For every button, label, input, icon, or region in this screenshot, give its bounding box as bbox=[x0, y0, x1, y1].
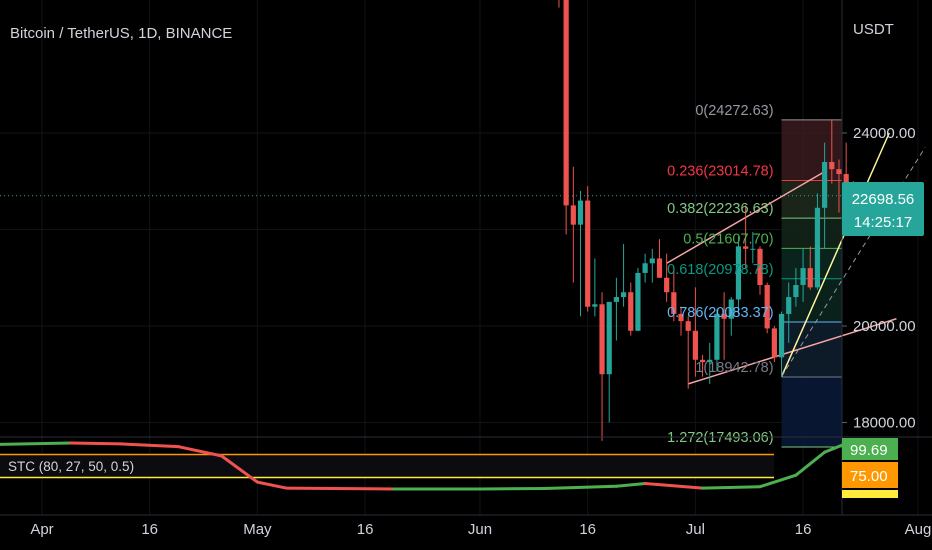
candle-body bbox=[707, 359, 713, 363]
candle-body bbox=[771, 328, 777, 358]
stc-line-segment bbox=[0, 441, 73, 446]
fib-zone bbox=[781, 377, 842, 447]
last-price-value: 22698.56 bbox=[852, 191, 915, 208]
candle-body bbox=[671, 292, 677, 314]
candle-body bbox=[606, 301, 612, 375]
price-axis[interactable]: 24000.00 20000.00 18000.00 bbox=[842, 125, 916, 432]
candle-body bbox=[757, 248, 763, 285]
candle-body bbox=[592, 304, 598, 307]
time-axis[interactable]: Apr 16 May 16 Jun 16 Jul 16 Aug bbox=[30, 521, 931, 538]
candle-body bbox=[814, 207, 821, 288]
stc-value-background bbox=[842, 438, 898, 460]
grid-lines bbox=[0, 0, 919, 515]
candle-body bbox=[620, 292, 627, 298]
stc-line-segment bbox=[255, 480, 288, 490]
candle-body bbox=[822, 161, 828, 208]
fib-zone bbox=[781, 119, 842, 181]
candle-body bbox=[836, 169, 842, 175]
fib-zone bbox=[781, 321, 842, 378]
candle-body bbox=[635, 272, 641, 331]
price-tick-label: 24000.00 bbox=[853, 125, 916, 142]
fib-level-label: 0.382(22236.63) bbox=[667, 201, 773, 217]
fib-level-label: 0.618(20978.78) bbox=[667, 262, 773, 278]
candle-body bbox=[577, 200, 584, 225]
candle-body bbox=[764, 284, 770, 329]
candle-body bbox=[829, 161, 835, 170]
time-tick-label: 16 bbox=[141, 521, 158, 538]
stc-line-segment bbox=[794, 450, 827, 477]
stc-line-segment bbox=[643, 481, 705, 490]
candle-body bbox=[778, 313, 785, 358]
trend-line bbox=[780, 132, 890, 377]
candle-body bbox=[786, 297, 792, 314]
time-tick-label: Aug bbox=[905, 521, 932, 538]
stc-upper-tag: 75.00 bbox=[842, 462, 898, 488]
candle-body bbox=[800, 268, 806, 285]
price-tick-label: 20000.00 bbox=[853, 318, 916, 335]
candle-body bbox=[664, 277, 670, 293]
candle-body bbox=[699, 359, 706, 363]
fib-level-label: 1(18942.78) bbox=[695, 360, 773, 376]
time-tick-label: Jul bbox=[686, 521, 705, 538]
candle-body bbox=[807, 268, 813, 288]
bar-countdown: 14:25:17 bbox=[854, 214, 912, 231]
last-price-background bbox=[842, 182, 924, 236]
price-tick-label: 18000.00 bbox=[853, 415, 916, 432]
stc-line-segment bbox=[543, 484, 618, 491]
fib-level-label: 0.786(20083.37) bbox=[667, 305, 773, 321]
candle-body bbox=[714, 313, 720, 360]
time-tick-label: Jun bbox=[468, 521, 492, 538]
stc-line-segment bbox=[69, 441, 123, 446]
fib-labels: 0(24272.63) 0.236(23014.78) 0.382(22236.63… bbox=[667, 103, 773, 446]
candle-body bbox=[628, 292, 634, 331]
stc-line-segment bbox=[284, 486, 396, 491]
stc-line-segment bbox=[220, 454, 259, 484]
fib-level-label: 1.272(17493.06) bbox=[667, 430, 773, 446]
stc-label: STC (80, 27, 50, 0.5) bbox=[8, 459, 134, 474]
fib-zone bbox=[781, 180, 842, 219]
stc-lower-tag bbox=[842, 490, 898, 498]
candle-body bbox=[678, 313, 684, 322]
stc-upper-value: 75.00 bbox=[850, 468, 888, 485]
candle-body bbox=[793, 284, 799, 298]
stc-line-segment bbox=[758, 473, 798, 489]
candle-body bbox=[613, 297, 619, 302]
candle-body bbox=[685, 321, 691, 331]
stc-line-segment bbox=[614, 481, 647, 488]
time-tick-label: 16 bbox=[579, 521, 596, 538]
candle-body bbox=[585, 200, 591, 307]
time-tick-label: 16 bbox=[795, 521, 812, 538]
stc-line-segment bbox=[701, 485, 762, 490]
candle-body bbox=[750, 248, 756, 250]
candle-body bbox=[735, 246, 742, 300]
candle-body bbox=[692, 330, 698, 360]
symbol-title: Bitcoin / TetherUS, 1D, BINANCE bbox=[10, 25, 232, 42]
candle-body bbox=[743, 246, 749, 249]
candle-body bbox=[642, 263, 648, 273]
candle-body bbox=[728, 299, 734, 319]
candle-body bbox=[721, 313, 727, 319]
candle-body bbox=[649, 258, 655, 264]
fib-zone bbox=[781, 218, 842, 249]
currency-label: USDT bbox=[853, 21, 894, 38]
stc-upper-background bbox=[842, 462, 898, 488]
fib-level-label: 0(24272.63) bbox=[695, 103, 773, 119]
stc-band bbox=[0, 454, 774, 478]
time-tick-label: Apr bbox=[30, 521, 53, 538]
time-tick-label: May bbox=[243, 521, 272, 538]
candle-body bbox=[563, 0, 569, 206]
candle-body bbox=[570, 205, 576, 225]
candle-body bbox=[599, 304, 605, 375]
fib-level-label: 0.236(23014.78) bbox=[667, 164, 773, 180]
stc-line-segment bbox=[176, 445, 223, 458]
stc-line-segment bbox=[119, 442, 180, 449]
stc-indicator-pane[interactable] bbox=[0, 441, 884, 491]
stc-value: 99.69 bbox=[850, 442, 888, 459]
last-price-tag[interactable]: 22698.56 14:25:17 bbox=[842, 182, 924, 236]
candle-body bbox=[656, 258, 663, 278]
stc-value-tag: 99.69 bbox=[842, 438, 898, 460]
time-tick-label: 16 bbox=[357, 521, 374, 538]
fib-level-label: 0.5(21607.70) bbox=[683, 231, 773, 247]
